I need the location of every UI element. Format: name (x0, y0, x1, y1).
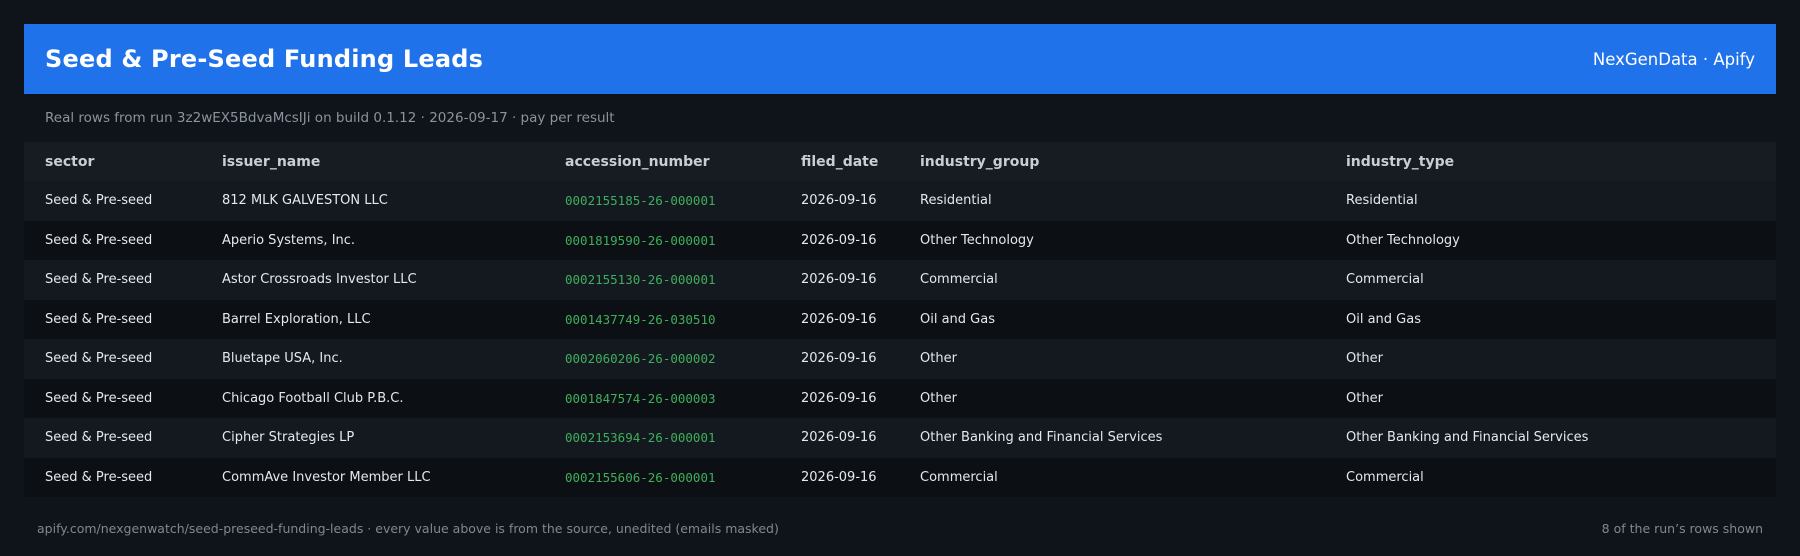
issuer-name-cell: 812 MLK GALVESTON LLC (222, 193, 388, 209)
sector-cell: Seed & Pre-seed (45, 469, 153, 485)
industry-type-cell: Commercial (1346, 272, 1424, 288)
filed-date-cell: 2026-09-16 (801, 232, 877, 248)
issuer-name-cell: Cipher Strategies LP (222, 430, 355, 446)
table-header-row: sector issuer_name accession_number file… (24, 142, 1776, 181)
sector-cell: Seed & Pre-seed (45, 232, 153, 248)
column-header-industry-type: industry_type (1346, 153, 1455, 170)
table-row: Seed & Pre-seed Barrel Exploration, LLC 00… (24, 299, 1776, 339)
sector-cell: Seed & Pre-seed (45, 430, 153, 446)
brand-label: NexGenData · Apify (1592, 49, 1755, 69)
page-title: Seed & Pre-Seed Funding Leads (45, 45, 484, 73)
industry-group-cell: Other Technology (920, 232, 1034, 248)
results-table: sector issuer_name accession_number file… (24, 142, 1776, 497)
source-link[interactable]: apify.com/nexgenwatch/seed-preseed-fundi… (37, 521, 779, 536)
table-body: Seed & Pre-seed 812 MLK GALVESTON LLC 0002… (24, 181, 1776, 497)
industry-type-cell: Other (1346, 390, 1383, 406)
issuer-name-cell: Bluetape USA, Inc. (222, 351, 343, 367)
filed-date-cell: 2026-09-16 (801, 272, 877, 288)
industry-type-cell: Other Banking and Financial Services (1346, 430, 1589, 446)
sector-cell: Seed & Pre-seed (45, 193, 153, 209)
issuer-name-cell: CommAve Investor Member LLC (222, 469, 431, 485)
filed-date-cell: 2026-09-16 (801, 193, 877, 209)
table-row: Seed & Pre-seed CommAve Investor Member L… (24, 457, 1776, 497)
issuer-name-cell: Chicago Football Club P.B.C. (222, 390, 404, 406)
industry-group-cell: Other (920, 390, 957, 406)
column-header-accession-number: accession_number (565, 153, 710, 170)
sector-cell: Seed & Pre-seed (45, 272, 153, 288)
accession-number-cell: 0001847574-26-000003 (565, 390, 716, 406)
table-row: Seed & Pre-seed Aperio Systems, Inc. 00018… (24, 220, 1776, 260)
accession-number-cell: 0002155185-26-000001 (565, 193, 716, 209)
accession-number-cell: 0002060206-26-000002 (565, 351, 716, 367)
issuer-name-cell: Barrel Exploration, LLC (222, 311, 371, 327)
filed-date-cell: 2026-09-16 (801, 430, 877, 446)
run-info: Real rows from run 3z2wEX5BdvaMcsIJi on … (45, 110, 615, 126)
sector-cell: Seed & Pre-seed (45, 351, 153, 367)
accession-number-cell: 0002155130-26-000001 (565, 272, 716, 288)
sector-cell: Seed & Pre-seed (45, 390, 153, 406)
accession-number-cell: 0002153694-26-000001 (565, 430, 716, 446)
filed-date-cell: 2026-09-16 (801, 469, 877, 485)
column-header-sector: sector (45, 153, 95, 170)
industry-type-cell: Oil and Gas (1346, 311, 1421, 327)
sector-cell: Seed & Pre-seed (45, 311, 153, 327)
industry-type-cell: Other (1346, 351, 1383, 367)
industry-group-cell: Commercial (920, 272, 998, 288)
industry-type-cell: Commercial (1346, 469, 1424, 485)
page-footer: apify.com/nexgenwatch/seed-preseed-fundi… (37, 521, 1763, 536)
industry-group-cell: Commercial (920, 469, 998, 485)
filed-date-cell: 2026-09-16 (801, 311, 877, 327)
industry-type-cell: Other Technology (1346, 232, 1460, 248)
row-count: 8 of the run’s rows shown (1601, 521, 1763, 536)
table-row: Seed & Pre-seed 812 MLK GALVESTON LLC 0002… (24, 181, 1776, 221)
table-row: Seed & Pre-seed Cipher Strategies LP 00021… (24, 418, 1776, 458)
table-row: Seed & Pre-seed Astor Crossroads Investor… (24, 260, 1776, 300)
filed-date-cell: 2026-09-16 (801, 351, 877, 367)
filed-date-cell: 2026-09-16 (801, 390, 877, 406)
table-row: Seed & Pre-seed Bluetape USA, Inc. 0002060… (24, 339, 1776, 379)
page-header: Seed & Pre-Seed Funding Leads NexGenData… (24, 24, 1776, 94)
column-header-filed-date: filed_date (801, 153, 879, 170)
table-row: Seed & Pre-seed Chicago Football Club P.B… (24, 378, 1776, 418)
issuer-name-cell: Astor Crossroads Investor LLC (222, 272, 417, 288)
column-header-industry-group: industry_group (920, 153, 1040, 170)
accession-number-cell: 0002155606-26-000001 (565, 469, 716, 485)
industry-group-cell: Residential (920, 193, 992, 209)
accession-number-cell: 0001437749-26-030510 (565, 311, 716, 327)
column-header-issuer-name: issuer_name (222, 153, 321, 170)
industry-group-cell: Other (920, 351, 957, 367)
industry-group-cell: Other Banking and Financial Services (920, 430, 1163, 446)
issuer-name-cell: Aperio Systems, Inc. (222, 232, 356, 248)
industry-type-cell: Residential (1346, 193, 1418, 209)
accession-number-cell: 0001819590-26-000001 (565, 232, 716, 248)
industry-group-cell: Oil and Gas (920, 311, 995, 327)
